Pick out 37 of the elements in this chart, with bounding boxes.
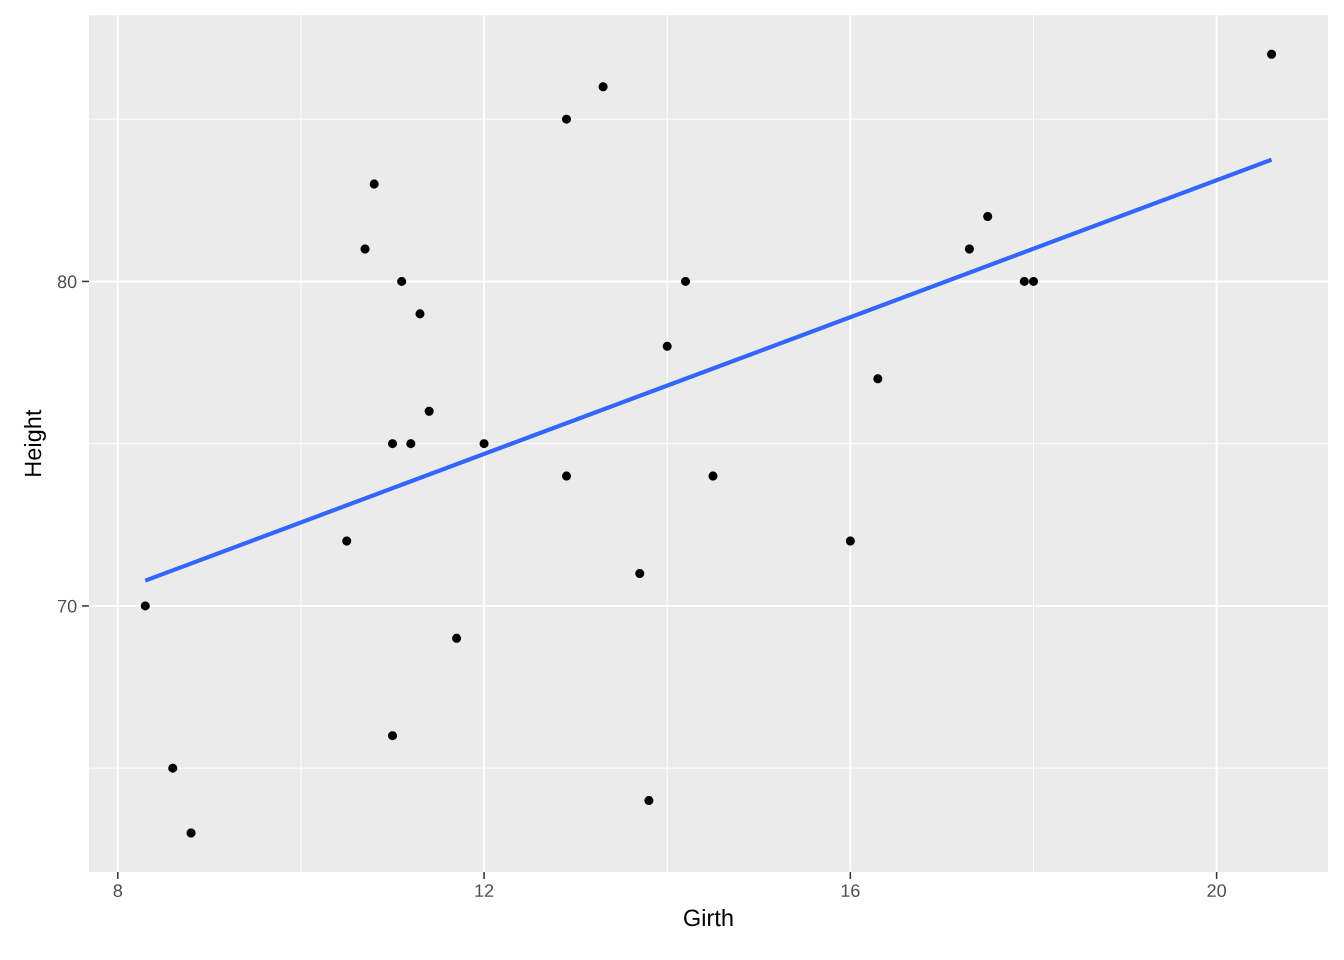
x-tick-label: 16 <box>841 884 860 898</box>
point <box>397 276 407 286</box>
point <box>644 796 654 806</box>
point <box>415 309 425 319</box>
point <box>452 633 462 643</box>
point <box>845 536 855 546</box>
x-tick-label: 20 <box>1207 884 1226 898</box>
x-tick-label: 8 <box>113 884 123 898</box>
point <box>983 212 993 222</box>
point <box>1019 276 1029 286</box>
point <box>140 601 150 611</box>
point <box>635 568 645 578</box>
point <box>424 406 434 416</box>
y-tick-label: 70 <box>58 599 77 613</box>
point <box>360 244 370 254</box>
point <box>479 439 489 449</box>
point <box>388 439 398 449</box>
y-axis-title: Height <box>23 409 46 476</box>
point <box>662 341 672 351</box>
point <box>342 536 352 546</box>
point <box>708 471 718 481</box>
point <box>561 114 571 124</box>
point <box>1028 276 1038 286</box>
x-axis-title: Girth <box>684 908 733 927</box>
point <box>964 244 974 254</box>
point <box>168 763 178 773</box>
point <box>186 828 196 838</box>
point <box>406 439 416 449</box>
y-tick-label: 80 <box>57 275 77 289</box>
point <box>561 471 571 481</box>
point <box>873 374 883 384</box>
point <box>369 179 379 189</box>
point <box>598 82 608 92</box>
x-tick-label: 12 <box>475 884 494 897</box>
point <box>681 276 691 286</box>
point <box>1267 49 1277 59</box>
point <box>388 731 398 741</box>
